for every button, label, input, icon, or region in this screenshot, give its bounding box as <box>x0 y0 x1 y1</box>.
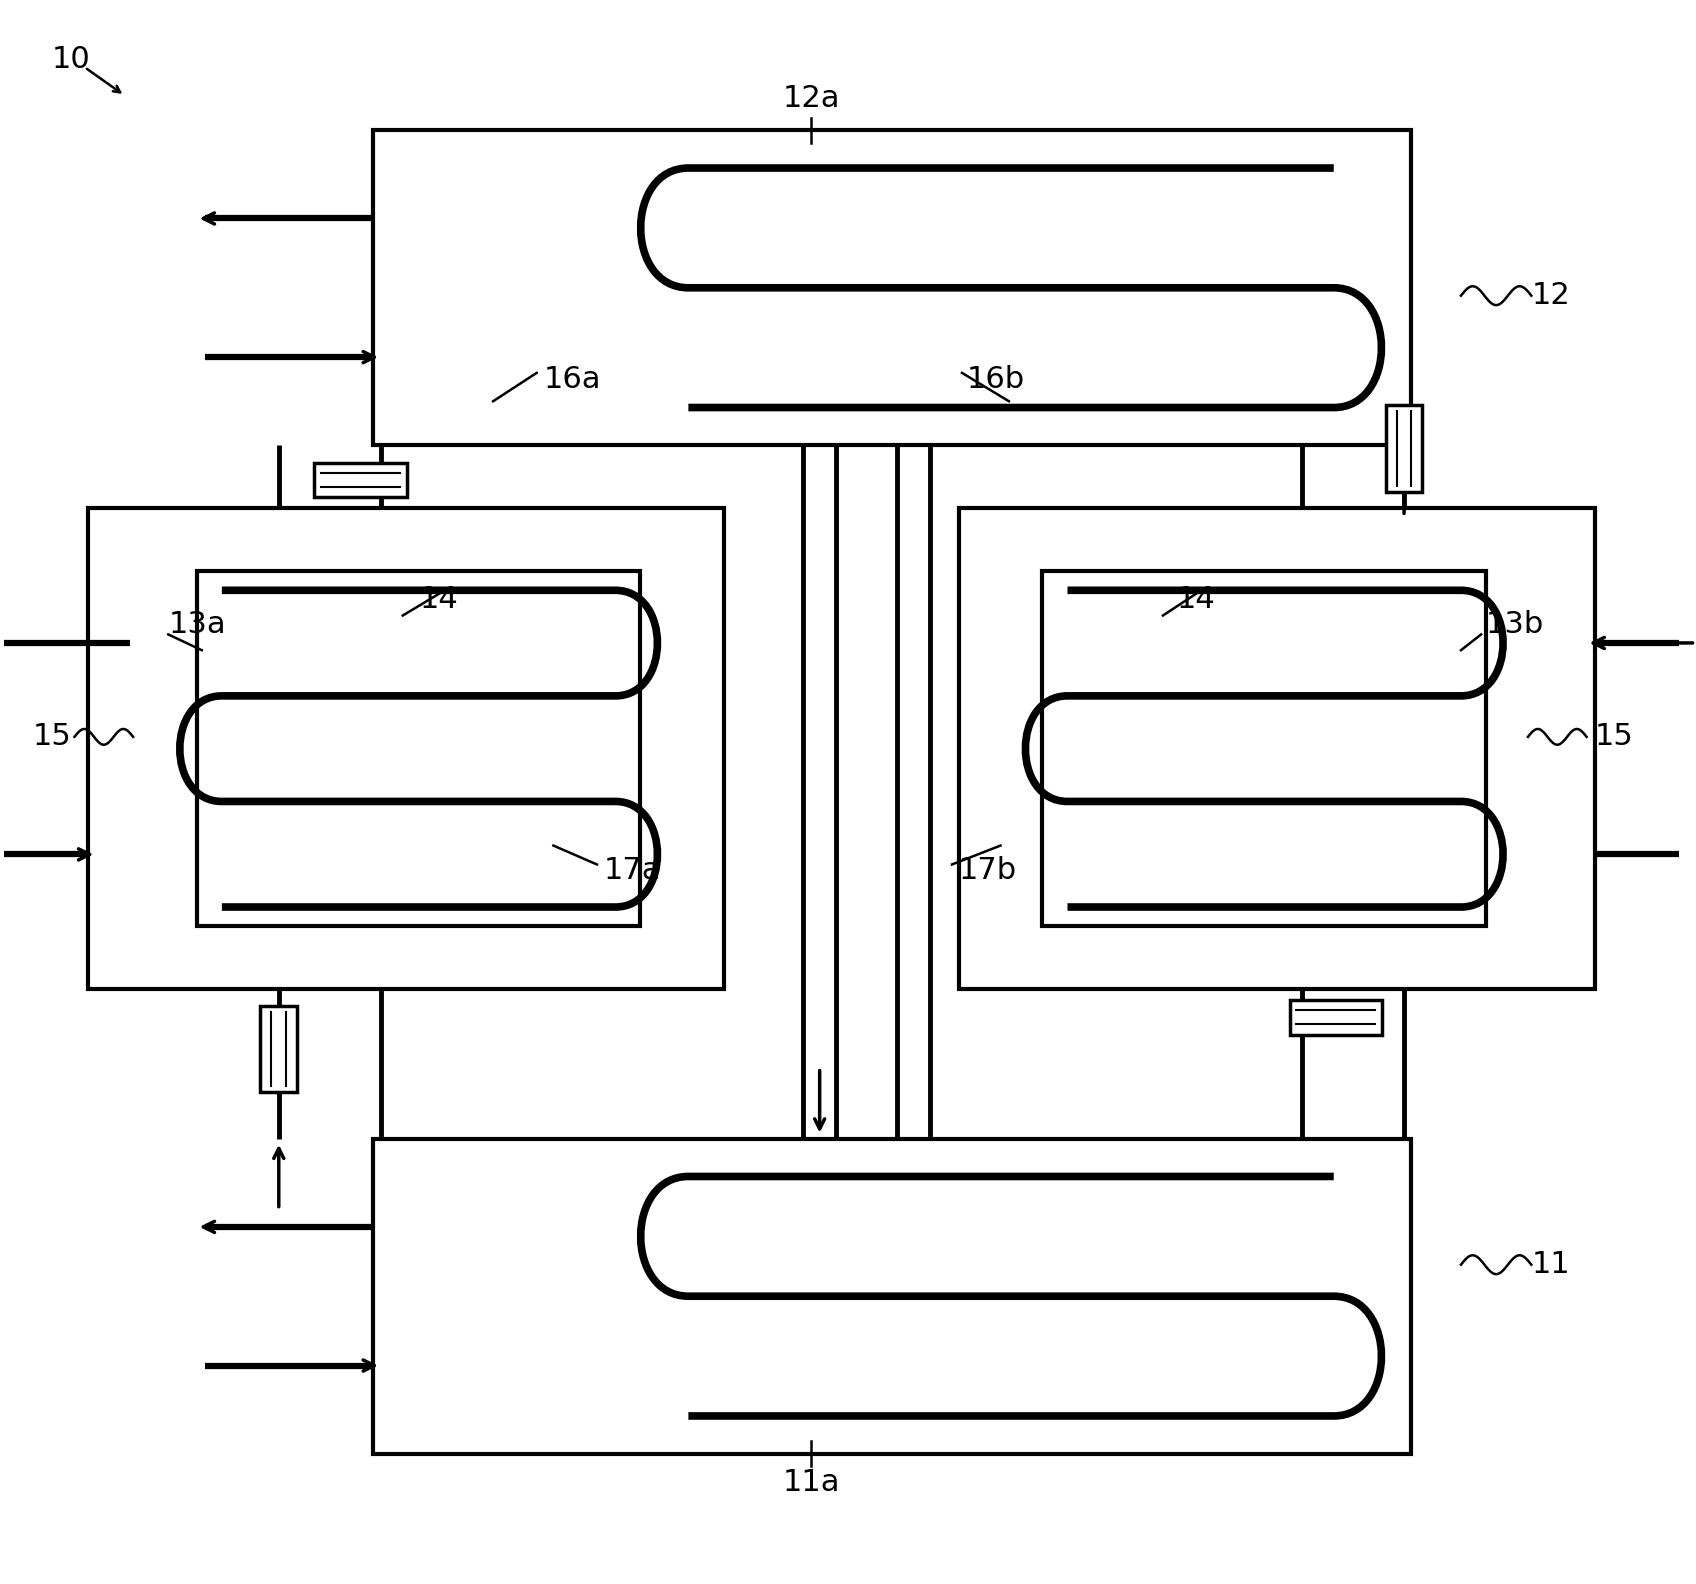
Bar <box>958 508 1594 988</box>
Bar <box>373 130 1411 445</box>
Text: 17a: 17a <box>604 857 661 885</box>
Text: 16b: 16b <box>967 364 1024 394</box>
Text: 12a: 12a <box>782 84 840 112</box>
Text: 14: 14 <box>1177 584 1214 615</box>
Text: 16a: 16a <box>543 364 600 394</box>
Bar <box>314 463 407 497</box>
Text: 12: 12 <box>1531 282 1570 310</box>
Text: 17b: 17b <box>958 857 1018 885</box>
Bar <box>1386 406 1423 493</box>
Bar <box>1043 572 1486 927</box>
Bar <box>197 572 641 927</box>
Text: 13a: 13a <box>168 610 226 640</box>
Bar <box>261 1006 297 1091</box>
Bar <box>373 1139 1411 1454</box>
Bar <box>1289 1000 1382 1034</box>
Text: 11: 11 <box>1531 1250 1570 1280</box>
Text: 15: 15 <box>32 722 71 751</box>
Text: 14: 14 <box>419 584 458 615</box>
Text: 11a: 11a <box>782 1468 840 1497</box>
Bar <box>88 508 724 988</box>
Text: 10: 10 <box>53 44 90 74</box>
Text: 13b: 13b <box>1486 610 1545 640</box>
Text: 15: 15 <box>1594 722 1633 751</box>
